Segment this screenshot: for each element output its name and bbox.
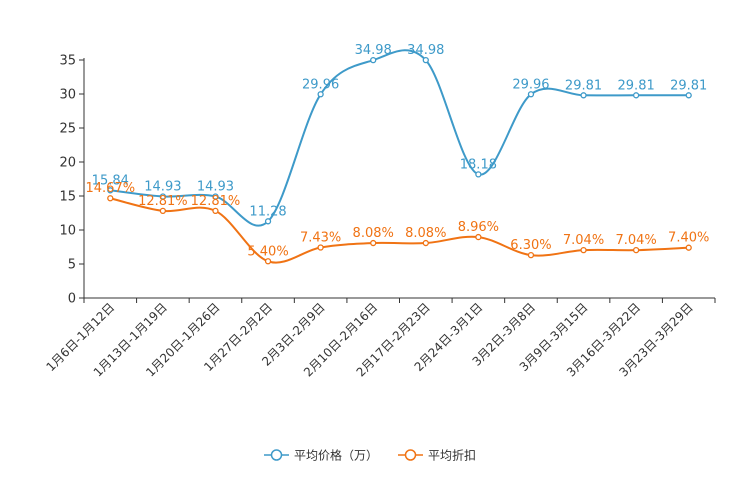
data-point — [527, 252, 535, 259]
data-point — [422, 239, 429, 247]
series-layer — [107, 49, 692, 265]
data-point — [580, 246, 587, 254]
data-label: 7.04% — [563, 233, 604, 248]
data-label: 34.98 — [407, 43, 444, 58]
data-labels: 15.84 14.93 14.93 11.28 29.96 34.98 34.98 18.18… — [86, 43, 710, 259]
series-average-discount — [107, 195, 692, 265]
data-label: 18.18 — [460, 157, 497, 172]
data-point — [212, 193, 219, 200]
data-point — [317, 244, 324, 251]
data-label: 11.28 — [249, 204, 286, 219]
data-label: 8.96% — [458, 220, 499, 235]
data-label: 12.81% — [191, 194, 241, 209]
data-point — [475, 233, 482, 241]
data-label: 7.04% — [615, 233, 656, 248]
data-point — [370, 239, 377, 247]
data-point — [107, 187, 114, 194]
y-tick-label: 20 — [59, 156, 76, 171]
data-point — [422, 56, 429, 64]
data-label: 14.93 — [197, 179, 234, 194]
axes: 051015202530351月6日-1月12日1月13日-1月19日1月20日… — [44, 54, 716, 380]
legend-marker-icon — [270, 449, 283, 461]
data-label: 29.96 — [302, 77, 339, 92]
legend-item-average-price[interactable]: 平均价格（万） — [264, 448, 378, 463]
data-point — [107, 195, 114, 202]
data-label: 29.81 — [565, 78, 602, 93]
data-label: 8.08% — [405, 226, 446, 241]
data-point — [580, 92, 587, 99]
legend-label: 平均折扣 — [428, 448, 476, 463]
data-point — [632, 246, 640, 254]
y-tick-label: 30 — [59, 88, 76, 103]
data-point — [370, 56, 377, 64]
legend-marker-icon — [404, 449, 417, 461]
legend-item-average-discount[interactable]: 平均折扣 — [398, 448, 476, 463]
y-tick-label: 15 — [59, 190, 76, 205]
data-point — [159, 207, 167, 215]
data-point — [264, 218, 272, 225]
legend[interactable]: 平均价格（万） 平均折扣 — [264, 448, 476, 463]
data-label: 29.96 — [512, 77, 549, 92]
series-line — [110, 197, 689, 264]
data-label: 7.43% — [300, 230, 341, 245]
data-label: 15.84 — [92, 173, 129, 188]
data-point — [475, 171, 482, 178]
data-point — [685, 244, 692, 251]
series-average-price — [107, 49, 692, 227]
data-point — [685, 92, 692, 99]
data-point — [159, 193, 167, 200]
data-label: 8.08% — [353, 226, 394, 241]
data-label: 7.40% — [668, 231, 709, 246]
data-label: 14.93 — [144, 179, 181, 194]
y-tick-label: 0 — [68, 292, 76, 307]
data-label: 12.81% — [138, 194, 188, 209]
data-point — [632, 92, 640, 99]
data-point — [527, 91, 535, 98]
legend-label: 平均价格（万） — [294, 448, 378, 463]
data-label: 6.30% — [510, 238, 551, 253]
data-label: 14.67% — [86, 181, 136, 196]
y-tick-label: 25 — [59, 122, 76, 137]
data-label: 5.40% — [247, 244, 288, 259]
data-point — [317, 91, 324, 98]
data-label: 34.98 — [355, 43, 392, 58]
y-tick-label: 10 — [59, 224, 76, 239]
data-label: 29.81 — [618, 78, 655, 93]
y-tick-label: 5 — [68, 258, 76, 273]
data-point — [264, 258, 272, 265]
y-tick-label: 35 — [59, 54, 76, 69]
data-point — [212, 207, 219, 215]
data-label: 29.81 — [670, 78, 707, 93]
